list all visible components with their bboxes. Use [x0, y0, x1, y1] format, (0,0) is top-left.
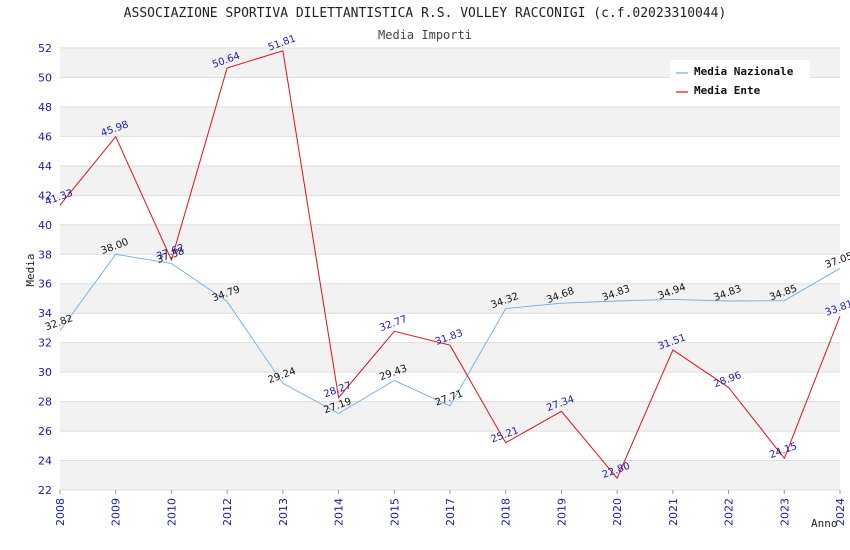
- x-axis-ticks: 2008 2009 2010 2012 2013 2014 2015 2017 2018 2019…: [54, 490, 847, 526]
- x-tick-label: 2019: [555, 498, 568, 526]
- legend-label-media-ente: Media Ente: [694, 84, 761, 97]
- y-tick-label: 42: [38, 189, 52, 202]
- y-tick-label: 52: [38, 42, 52, 55]
- x-tick-label: 2014: [333, 498, 346, 526]
- grid-bands: [60, 48, 840, 490]
- x-tick-label: 2013: [277, 498, 290, 526]
- y-axis-label: Media: [24, 253, 37, 286]
- grid-band: [60, 165, 840, 196]
- legend-box: [670, 60, 810, 102]
- x-tick-label: 2009: [110, 498, 123, 526]
- y-tick-label: 34: [38, 307, 52, 320]
- y-tick-label: 32: [38, 337, 52, 350]
- x-tick-label: 2012: [221, 498, 234, 526]
- x-tick-label: 2022: [723, 498, 736, 526]
- x-tick-label: 2024: [834, 498, 847, 526]
- y-tick-label: 50: [38, 71, 52, 84]
- y-tick-label: 28: [38, 396, 52, 409]
- series-line-media-nazionale: [59, 253, 841, 415]
- grid-band: [60, 224, 840, 255]
- y-tick-label: 40: [38, 219, 52, 232]
- x-tick-label: 2018: [500, 498, 513, 526]
- y-axis-ticks: 22 24 26 28 30 32 34 36 38 40 42 44 46 48 50 52: [38, 42, 52, 497]
- y-tick-label: 48: [38, 101, 52, 114]
- series-line-media-ente: [59, 50, 841, 480]
- grid-band: [60, 460, 840, 490]
- x-tick-label: 2008: [54, 498, 67, 526]
- grid-band: [60, 342, 840, 373]
- y-tick-label: 44: [38, 160, 52, 173]
- grid-band: [60, 106, 840, 137]
- legend-label-media-nazionale: Media Nazionale: [694, 65, 794, 78]
- chart-subtitle: Media Importi: [378, 28, 472, 42]
- legend: Media Nazionale Media Ente: [670, 60, 810, 102]
- x-axis-label: Anno: [811, 517, 838, 530]
- x-tick-label: 2010: [165, 498, 178, 526]
- y-tick-label: 26: [38, 425, 52, 438]
- x-tick-label: 2017: [444, 498, 457, 526]
- grid-band: [60, 401, 840, 432]
- x-tick-label: 2021: [667, 498, 680, 526]
- y-tick-label: 38: [38, 248, 52, 261]
- y-tick-label: 36: [38, 278, 52, 291]
- series-lines: [59, 50, 841, 480]
- x-tick-label: 2023: [778, 498, 791, 526]
- y-tick-label: 46: [38, 130, 52, 143]
- y-tick-label: 24: [38, 455, 52, 468]
- x-tick-label: 2015: [388, 498, 401, 526]
- x-tick-label: 2020: [611, 498, 624, 526]
- y-tick-label: 30: [38, 366, 52, 379]
- chart-title: ASSOCIAZIONE SPORTIVA DILETTANTISTICA R.…: [123, 6, 727, 21]
- y-tick-label: 22: [38, 484, 52, 497]
- data-label: 32.77: [378, 314, 409, 334]
- grid-band: [60, 283, 840, 314]
